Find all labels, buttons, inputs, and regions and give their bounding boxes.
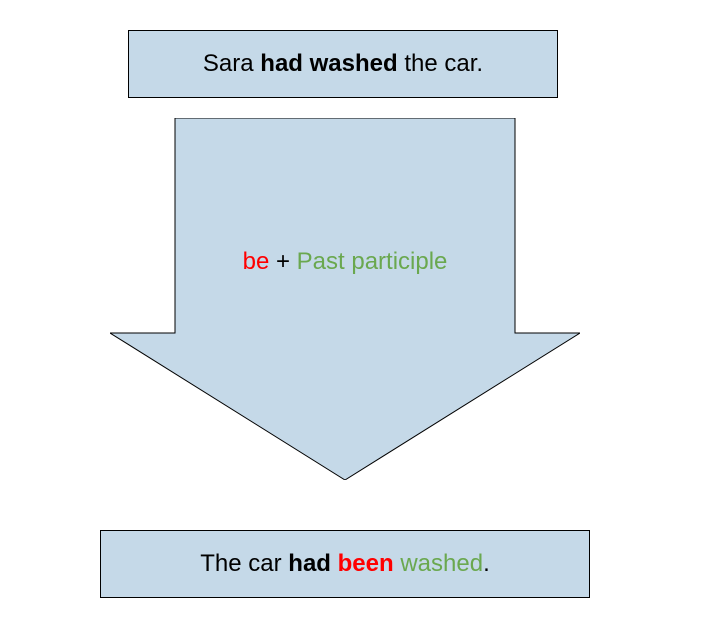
active-sentence-box: Sara had washed the car. (128, 30, 558, 98)
passive-sentence-box: The car had been washed. (100, 530, 590, 598)
active-sentence-text: Sara had washed the car. (203, 50, 483, 78)
arrow-shape (110, 118, 580, 480)
transform-arrow: be + Past participle (110, 118, 580, 480)
passive-sentence-text: The car had been washed. (200, 550, 489, 578)
